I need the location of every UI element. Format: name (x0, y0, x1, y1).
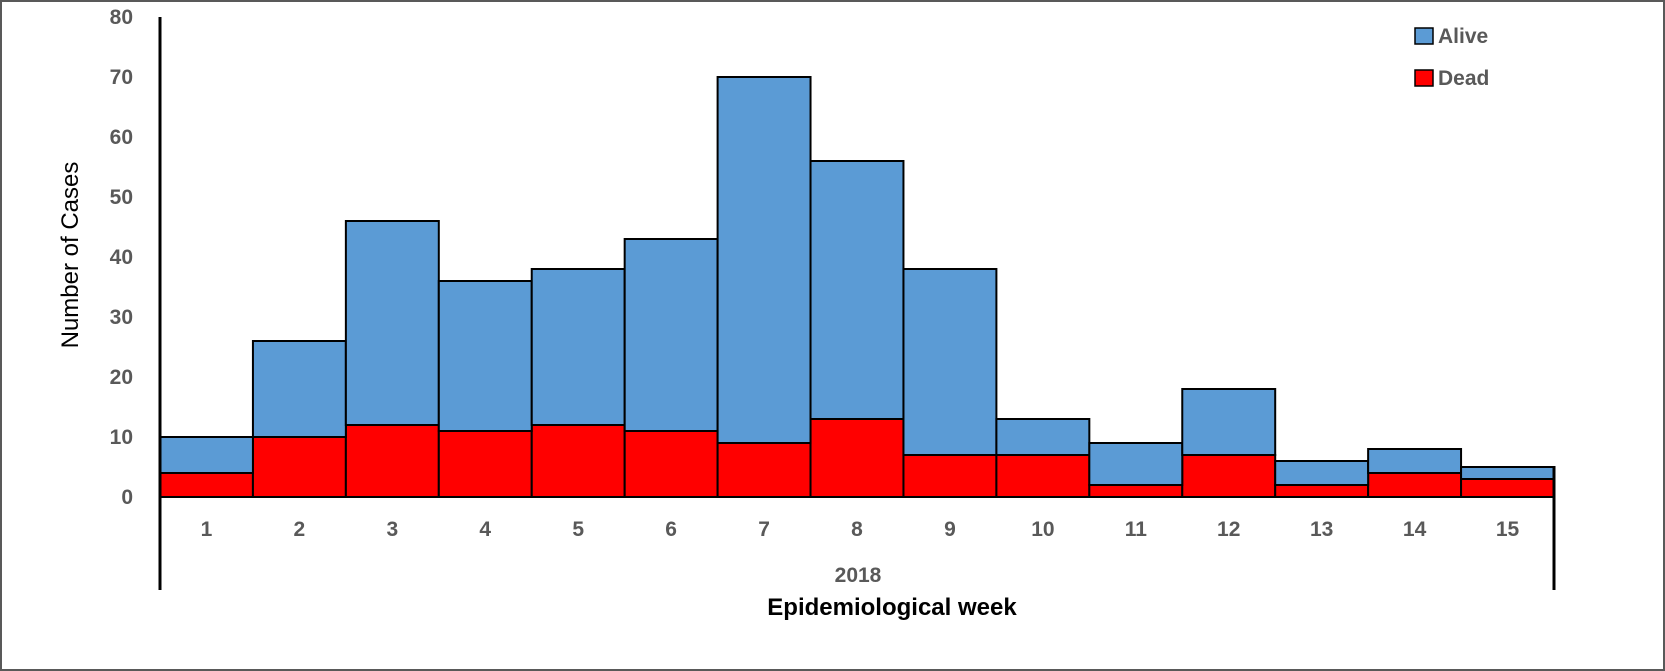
bar-alive-week-2 (251, 340, 347, 438)
legend: Alive Dead (1414, 25, 1489, 90)
y-tick-label: 70 (110, 66, 133, 89)
x-tick-labels: 1 2 3 4 5 6 7 8 9 10 11 12 13 14 15 (201, 518, 1520, 541)
bar-alive-week-1 (159, 436, 254, 474)
x-tick-label: 12 (1217, 518, 1240, 541)
x-tick-label: 2 (294, 518, 306, 541)
bar-alive-week-14 (1367, 448, 1463, 474)
x-tick-label: 4 (479, 518, 491, 541)
bar-alive-week-5 (530, 268, 626, 426)
x-tick-label: 6 (665, 518, 677, 541)
y-tick-label: 10 (110, 426, 133, 449)
x-tick-label: 1 (201, 518, 213, 541)
y-tick-labels: 0 10 20 30 40 50 60 70 80 (110, 6, 133, 509)
bar-alive-week-15 (1460, 466, 1555, 480)
y-tick-label: 20 (110, 366, 133, 389)
y-tick-label: 80 (110, 6, 133, 29)
bar-dead-week-3 (344, 424, 440, 498)
x-tick-label: 9 (944, 518, 956, 541)
bar-alive-week-4 (437, 280, 533, 432)
x-tick-label: 5 (572, 518, 584, 541)
x-tick-label: 13 (1310, 518, 1333, 541)
bar-dead-week-4 (437, 430, 533, 498)
bar-dead-week-2 (251, 436, 347, 498)
bars-layer (159, 76, 1555, 498)
y-tick-label: 0 (121, 486, 133, 509)
legend-swatch-dead (1414, 69, 1434, 87)
y-axis-title: Number of Cases (57, 162, 84, 349)
bar-dead-week-8 (809, 418, 905, 498)
legend-swatch-alive (1414, 27, 1434, 45)
bar-alive-week-8 (809, 160, 905, 420)
bar-dead-week-13 (1274, 484, 1370, 498)
y-tick-label: 60 (110, 126, 133, 149)
y-tick-label: 40 (110, 246, 133, 269)
y-tick-label: 50 (110, 186, 133, 209)
bar-alive-week-13 (1274, 460, 1370, 486)
bar-alive-week-6 (623, 238, 719, 432)
bar-dead-week-11 (1088, 484, 1184, 498)
bar-dead-week-7 (716, 442, 812, 498)
bar-alive-week-7 (716, 76, 812, 444)
x-tick-label: 8 (851, 518, 863, 541)
x-axis-title: Epidemiological week (767, 594, 1017, 621)
legend-label-alive: Alive (1438, 25, 1488, 48)
x-group-label: 2018 (835, 564, 882, 587)
x-tick-label: 3 (386, 518, 398, 541)
bar-dead-week-10 (995, 454, 1091, 498)
bar-dead-week-9 (902, 454, 998, 498)
bar-dead-week-15 (1460, 478, 1555, 498)
bar-dead-week-5 (530, 424, 626, 498)
bar-alive-week-10 (995, 418, 1091, 456)
bar-alive-week-9 (902, 268, 998, 456)
bar-alive-week-12 (1181, 388, 1277, 456)
bar-dead-week-14 (1367, 472, 1463, 498)
bar-dead-week-12 (1181, 454, 1277, 498)
x-tick-label: 10 (1031, 518, 1054, 541)
x-tick-label: 7 (758, 518, 770, 541)
x-tick-label: 15 (1496, 518, 1520, 541)
bar-dead-week-1 (159, 472, 254, 498)
bar-dead-week-6 (623, 430, 719, 498)
y-tick-label: 30 (110, 306, 133, 329)
bar-alive-week-11 (1088, 442, 1184, 486)
bar-alive-week-3 (344, 220, 440, 426)
legend-label-dead: Dead (1438, 67, 1489, 90)
x-tick-label: 14 (1403, 518, 1427, 541)
x-tick-label: 11 (1125, 518, 1148, 541)
